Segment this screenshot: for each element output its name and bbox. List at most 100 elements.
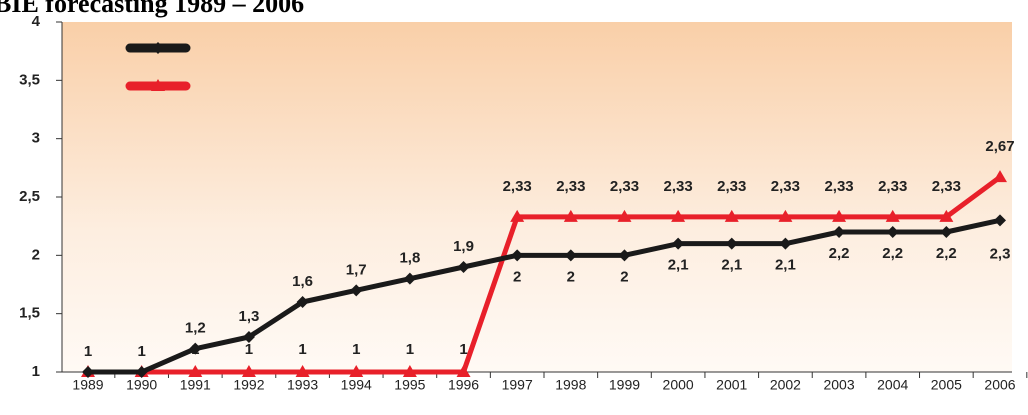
data-label: 1 — [137, 343, 145, 360]
point — [832, 209, 847, 222]
data-label: 1 — [84, 343, 92, 360]
data-label: 2,33 — [503, 178, 532, 195]
point — [672, 237, 685, 250]
point — [993, 170, 1007, 183]
data-label: 2,1 — [721, 257, 742, 274]
point — [564, 249, 577, 262]
x-tick-label: 1991 — [180, 377, 211, 393]
point — [940, 226, 953, 238]
y-tick-label: 3 — [32, 130, 40, 147]
data-label: 2,33 — [556, 178, 585, 195]
point — [188, 365, 203, 377]
point — [349, 365, 364, 377]
y-tick-label: 3,5 — [19, 71, 40, 88]
data-label: 1 — [406, 341, 414, 358]
x-tick-label: 2005 — [931, 377, 962, 393]
point — [778, 209, 793, 222]
data-label: 1,2 — [185, 320, 206, 337]
data-label: 1,8 — [399, 250, 420, 267]
series-line — [88, 217, 1001, 375]
data-label: 2,33 — [878, 178, 907, 195]
point — [511, 249, 524, 262]
data-label: 2 — [620, 268, 628, 285]
y-tick-label: 1,5 — [19, 305, 40, 322]
data-label: 2,33 — [610, 178, 639, 195]
point — [241, 365, 256, 377]
x-tick-label: 1998 — [555, 377, 586, 393]
data-label: 1,6 — [292, 273, 313, 290]
data-label: 2,2 — [882, 245, 903, 262]
y-tick-label: 2 — [32, 246, 40, 263]
data-label: 2,33 — [824, 178, 853, 195]
point — [189, 342, 202, 355]
data-label: 2,1 — [775, 257, 796, 274]
chart-title: BIE forecasting 1989 – 2006 — [0, 0, 304, 18]
point — [563, 209, 578, 222]
point — [82, 366, 94, 378]
y-tick-label: 1 — [32, 363, 40, 380]
x-tick-label: 1996 — [448, 377, 479, 393]
data-label: 2,2 — [936, 245, 957, 262]
point — [671, 209, 686, 222]
point — [403, 272, 416, 285]
data-label: 1 — [245, 341, 253, 358]
x-tick-label: 2006 — [984, 377, 1015, 393]
point — [939, 209, 954, 222]
x-tick-label: 2002 — [770, 377, 801, 393]
data-label: 2,2 — [829, 245, 850, 262]
x-tick-label: 1999 — [609, 377, 640, 393]
point — [885, 209, 900, 222]
y-tick-label: 4 — [32, 13, 41, 30]
data-label: 2,1 — [668, 257, 689, 274]
x-tick-label: 2003 — [823, 377, 854, 393]
point — [151, 79, 165, 91]
data-label: 2 — [567, 268, 575, 285]
point — [724, 209, 739, 222]
point — [457, 261, 470, 273]
point — [994, 214, 1006, 227]
plot-area — [62, 22, 1012, 372]
x-tick-label: 1992 — [233, 377, 264, 393]
y-tick-label: 2,5 — [19, 188, 40, 205]
x-tick-label: 1989 — [72, 377, 103, 393]
data-label: 2,33 — [717, 178, 746, 195]
data-label: 1,3 — [239, 308, 260, 325]
x-tick-label: 1997 — [502, 377, 533, 393]
data-label: 1,7 — [346, 261, 367, 278]
point — [833, 226, 846, 238]
x-tick-label: 2001 — [716, 377, 747, 393]
x-tick-label: 2000 — [663, 377, 694, 393]
data-label: 1,9 — [453, 238, 474, 255]
data-label: 2,33 — [771, 178, 800, 195]
point — [152, 42, 164, 54]
data-label: 2,33 — [932, 178, 961, 195]
point — [295, 365, 310, 377]
data-label: 2 — [513, 268, 521, 285]
data-label: 1 — [459, 341, 467, 358]
x-tick-label: 1995 — [394, 377, 425, 393]
data-label: 1 — [298, 341, 306, 358]
point — [617, 209, 632, 222]
point — [402, 365, 417, 377]
data-label: 2,3 — [990, 245, 1011, 262]
series-line — [88, 175, 1002, 375]
x-tick-label: 2004 — [877, 377, 908, 393]
point — [242, 331, 255, 343]
point — [725, 237, 738, 250]
x-tick-label: 1994 — [341, 377, 372, 393]
data-label: 2,33 — [664, 178, 693, 195]
point — [886, 226, 899, 238]
point — [779, 237, 792, 250]
data-label: 1 — [352, 341, 360, 358]
x-tick-label: 1990 — [126, 377, 157, 393]
point — [618, 249, 631, 262]
x-tick-label: 1993 — [287, 377, 318, 393]
point — [296, 296, 309, 308]
point — [350, 284, 363, 297]
point — [510, 209, 525, 222]
point — [456, 365, 471, 377]
point — [135, 366, 148, 378]
data-label: 2,67 — [985, 138, 1014, 155]
